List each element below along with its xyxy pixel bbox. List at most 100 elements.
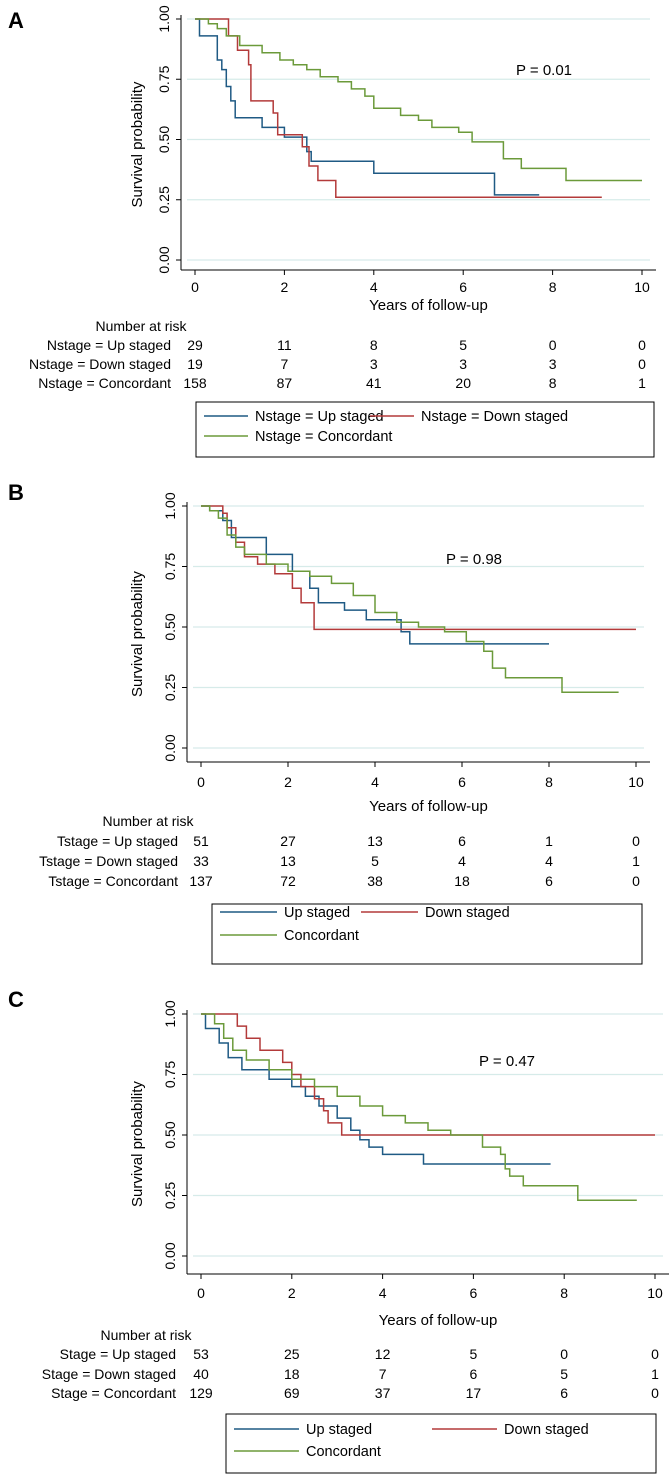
risk-count: 3 (370, 356, 378, 372)
risk-row-label: Nstage = Up staged (47, 337, 171, 353)
legend: Up staged Down staged Concordant (211, 903, 643, 965)
risk-count: 3 (459, 356, 467, 372)
p-value-annotation: P = 0.47 (479, 1053, 535, 1070)
x-tick-label: 0 (197, 1285, 205, 1301)
legend-label: Down staged (504, 1422, 589, 1438)
x-tick-label: 2 (281, 279, 289, 295)
legend-label: Nstage = Concordant (255, 429, 392, 445)
risk-row-label: Nstage = Down staged (29, 356, 171, 372)
legend: Up staged Down staged Concordant (225, 1413, 657, 1474)
p-value-annotation: P = 0.01 (516, 62, 572, 79)
risk-count: 20 (455, 375, 471, 391)
x-tick-label: 10 (634, 279, 650, 295)
legend-label: Up staged (306, 1422, 372, 1438)
risk-count: 11 (277, 337, 292, 353)
survival-curve-nstage-concordant (195, 18, 642, 182)
y-axis-title: Survival probability (129, 81, 146, 207)
risk-table-title: Number at risk (100, 1327, 192, 1343)
x-tick-label: 6 (459, 279, 467, 295)
y-tick-label: 0.75 (162, 553, 178, 580)
risk-count: 8 (370, 337, 378, 353)
risk-count: 51 (193, 833, 209, 849)
x-tick-label: 6 (470, 1285, 478, 1301)
risk-count: 0 (638, 337, 646, 353)
risk-count: 40 (193, 1366, 209, 1382)
risk-count: 129 (189, 1385, 213, 1401)
y-tick-label: 0.50 (156, 126, 172, 153)
risk-count: 0 (638, 356, 646, 372)
panel-letter: A (8, 8, 24, 33)
x-tick-label: 8 (549, 279, 557, 295)
y-tick-label: 0.50 (162, 613, 178, 640)
risk-count: 1 (638, 375, 646, 391)
risk-count: 7 (281, 356, 289, 372)
y-tick-label: 0.25 (162, 1182, 178, 1209)
risk-count: 17 (466, 1385, 482, 1401)
risk-count: 4 (458, 853, 466, 869)
risk-count: 6 (470, 1366, 478, 1382)
risk-count: 18 (284, 1366, 300, 1382)
risk-count: 27 (280, 833, 296, 849)
risk-count: 6 (545, 873, 553, 889)
y-tick-label: 0.25 (162, 674, 178, 701)
y-tick-label: 0.00 (156, 246, 172, 273)
risk-count: 8 (549, 375, 557, 391)
risk-count: 19 (187, 356, 203, 372)
risk-count: 69 (284, 1385, 300, 1401)
x-tick-label: 6 (458, 774, 466, 790)
risk-count: 5 (371, 853, 379, 869)
y-tick-label: 0.25 (156, 186, 172, 213)
risk-count: 37 (375, 1385, 391, 1401)
x-tick-label: 4 (379, 1285, 387, 1301)
survival-curve-concordant (201, 1013, 637, 1202)
risk-count: 0 (560, 1346, 568, 1362)
risk-count: 0 (632, 833, 640, 849)
y-tick-label: 0.75 (162, 1061, 178, 1088)
risk-row-label: Nstage = Concordant (38, 375, 171, 391)
legend-box (211, 903, 643, 965)
risk-table-title: Number at risk (95, 318, 187, 334)
y-tick-label: 0.00 (162, 1242, 178, 1269)
legend-box (225, 1413, 657, 1474)
risk-count: 1 (651, 1366, 659, 1382)
y-tick-label: 1.00 (156, 5, 172, 32)
x-tick-label: 0 (197, 774, 205, 790)
x-tick-label: 4 (371, 774, 379, 790)
survival-curve-up-staged (201, 1013, 551, 1165)
risk-count: 137 (189, 873, 213, 889)
x-axis-title: Years of follow-up (369, 798, 488, 815)
x-axis-title: Years of follow-up (379, 1312, 498, 1329)
x-tick-label: 8 (560, 1285, 568, 1301)
x-axis-title: Years of follow-up (369, 297, 488, 314)
risk-count: 4 (545, 853, 553, 869)
risk-row-label: Stage = Up staged (60, 1346, 176, 1362)
risk-count: 0 (632, 873, 640, 889)
risk-count: 13 (367, 833, 383, 849)
legend-label: Up staged (284, 905, 350, 921)
risk-row-label: Tstage = Up staged (57, 833, 178, 849)
legend-label: Nstage = Up staged (255, 409, 384, 425)
legend-label: Concordant (306, 1444, 381, 1460)
y-tick-label: 0.50 (162, 1121, 178, 1148)
survival-curve-nstage-up-staged (195, 18, 540, 196)
risk-count: 3 (549, 356, 557, 372)
risk-count: 53 (193, 1346, 209, 1362)
risk-count: 5 (560, 1366, 568, 1382)
y-tick-label: 0.75 (156, 65, 172, 92)
risk-row-label: Stage = Down staged (42, 1366, 176, 1382)
y-tick-label: 1.00 (162, 492, 178, 519)
legend-label: Concordant (284, 928, 359, 944)
risk-count: 72 (280, 873, 296, 889)
survival-curve-down-staged (201, 1013, 655, 1136)
x-tick-label: 2 (288, 1285, 296, 1301)
y-axis-title: Survival probability (129, 571, 146, 697)
panel-letter: C (8, 987, 24, 1012)
risk-row-label: Tstage = Concordant (48, 873, 178, 889)
risk-count: 0 (549, 337, 557, 353)
risk-count: 12 (375, 1346, 391, 1362)
risk-count: 1 (545, 833, 553, 849)
